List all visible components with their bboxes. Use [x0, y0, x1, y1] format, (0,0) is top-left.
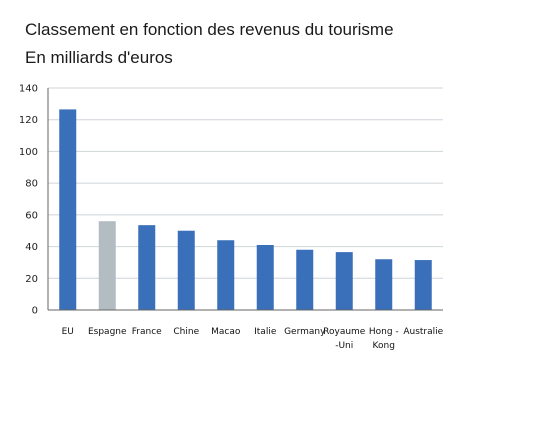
y-tick-label: 20 — [25, 274, 38, 285]
chart-title: Classement en fonction des revenus du to… — [25, 20, 394, 39]
y-tick-label: 120 — [19, 115, 38, 126]
x-tick-label: Germany — [284, 327, 326, 337]
y-tick-label: 100 — [19, 147, 38, 158]
chart-subtitle: En milliards d'euros — [25, 48, 173, 67]
x-tick-label: Royaume -Uni — [323, 327, 366, 351]
x-tick-label: Italie — [254, 327, 277, 337]
y-tick-label: 60 — [25, 210, 38, 221]
bar-hong-kong — [375, 259, 393, 310]
x-tick-label: Macao — [211, 327, 241, 337]
x-tick-label: Espagne — [88, 327, 127, 337]
bar-australie — [414, 260, 432, 310]
bar-espagne — [98, 221, 116, 310]
bar-italie — [256, 244, 274, 310]
x-tick-label: EU — [62, 327, 74, 337]
y-tick-label: 0 — [32, 306, 38, 317]
bar-macao — [217, 240, 235, 310]
bar-royaume-uni — [335, 252, 353, 310]
y-tick-label: 40 — [25, 242, 38, 253]
bar-germany — [296, 249, 314, 310]
x-tick-label: Australie — [403, 327, 443, 337]
y-tick-label: 140 — [19, 84, 38, 95]
x-tick-label: France — [132, 327, 162, 337]
x-tick-label: Hong -Kong — [369, 327, 399, 351]
bar-eu — [59, 109, 77, 311]
bar-france — [138, 225, 156, 310]
x-tick-label: Chine — [173, 327, 199, 337]
y-tick-label: 80 — [25, 179, 38, 190]
bar-chine — [177, 230, 195, 310]
